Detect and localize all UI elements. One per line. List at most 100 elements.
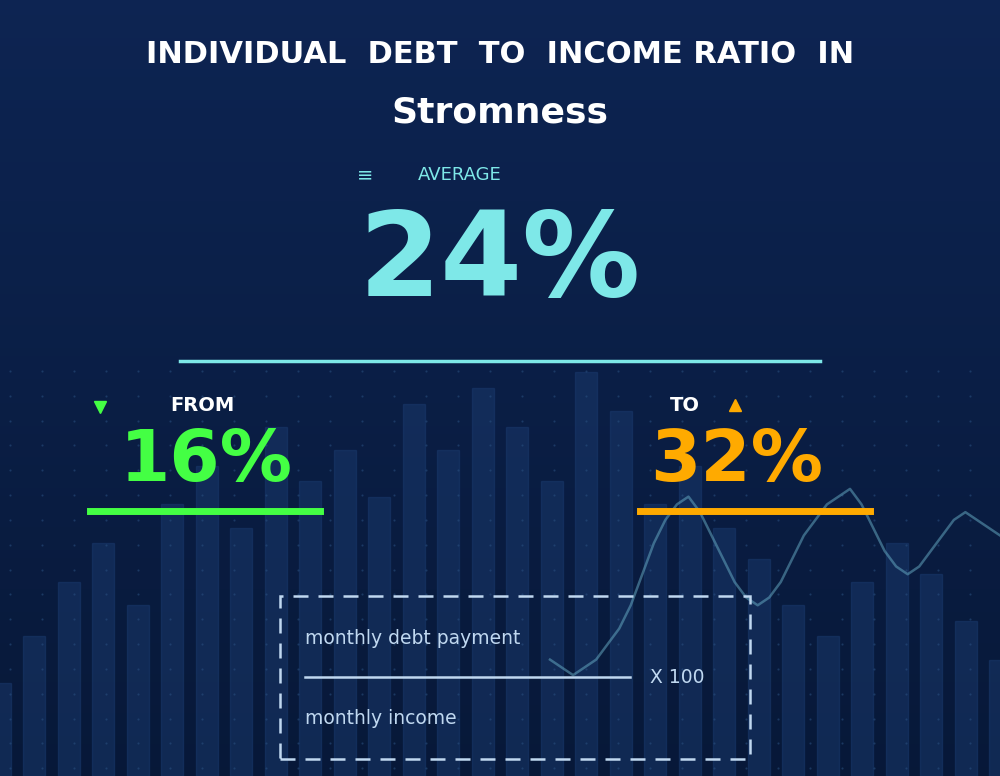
Bar bbox=[0, 706, 1000, 714]
Bar bbox=[0, 163, 1000, 171]
Bar bbox=[0, 698, 1000, 706]
Bar bbox=[782, 605, 804, 776]
Bar bbox=[196, 466, 218, 776]
Bar bbox=[0, 566, 1000, 574]
Bar bbox=[0, 39, 1000, 47]
Bar bbox=[0, 217, 1000, 225]
Bar bbox=[0, 559, 1000, 566]
Bar bbox=[265, 427, 287, 776]
Bar bbox=[0, 326, 1000, 334]
Bar bbox=[0, 171, 1000, 178]
Bar bbox=[92, 543, 114, 776]
Bar bbox=[0, 497, 1000, 504]
Bar bbox=[0, 109, 1000, 116]
Bar bbox=[0, 8, 1000, 16]
Bar bbox=[0, 341, 1000, 349]
Bar bbox=[0, 264, 1000, 272]
Bar bbox=[58, 582, 80, 776]
Bar bbox=[0, 652, 1000, 660]
Bar bbox=[0, 295, 1000, 303]
Bar bbox=[0, 466, 1000, 473]
Text: TO: TO bbox=[670, 397, 700, 415]
Bar bbox=[0, 458, 1000, 466]
Bar bbox=[0, 512, 1000, 520]
Bar bbox=[0, 419, 1000, 427]
Bar bbox=[0, 729, 1000, 737]
Bar bbox=[679, 466, 701, 776]
Bar bbox=[0, 427, 1000, 435]
Bar bbox=[610, 411, 632, 776]
Bar bbox=[0, 629, 1000, 636]
Bar bbox=[0, 753, 1000, 760]
Text: 16%: 16% bbox=[120, 428, 293, 496]
Bar bbox=[230, 528, 252, 776]
Bar bbox=[0, 450, 1000, 458]
Bar bbox=[0, 598, 1000, 605]
Bar bbox=[0, 605, 1000, 613]
Bar bbox=[0, 178, 1000, 186]
Bar bbox=[127, 605, 149, 776]
Bar bbox=[0, 435, 1000, 442]
Bar bbox=[0, 357, 1000, 365]
Bar bbox=[0, 722, 1000, 729]
Bar bbox=[0, 667, 1000, 675]
Bar bbox=[0, 248, 1000, 256]
Bar bbox=[0, 334, 1000, 341]
Bar bbox=[0, 116, 1000, 124]
Bar bbox=[0, 233, 1000, 241]
Text: ≡: ≡ bbox=[357, 165, 373, 184]
Bar bbox=[0, 256, 1000, 264]
Bar bbox=[0, 132, 1000, 140]
Bar bbox=[0, 303, 1000, 310]
Bar bbox=[0, 520, 1000, 528]
Text: AVERAGE: AVERAGE bbox=[418, 165, 502, 184]
Bar bbox=[0, 0, 1000, 8]
Bar bbox=[0, 644, 1000, 652]
Text: 24%: 24% bbox=[359, 206, 641, 321]
Bar bbox=[0, 613, 1000, 621]
Bar bbox=[0, 621, 1000, 629]
Bar bbox=[299, 481, 321, 776]
Bar bbox=[23, 636, 45, 776]
Bar bbox=[0, 396, 1000, 404]
Bar bbox=[0, 70, 1000, 78]
Bar bbox=[0, 365, 1000, 372]
Bar bbox=[0, 473, 1000, 481]
Bar bbox=[0, 504, 1000, 512]
Bar bbox=[0, 768, 1000, 776]
Bar bbox=[0, 582, 1000, 590]
Bar bbox=[0, 411, 1000, 419]
Bar bbox=[0, 388, 1000, 396]
Bar bbox=[0, 194, 1000, 202]
Bar bbox=[886, 543, 908, 776]
Text: monthly income: monthly income bbox=[305, 709, 457, 728]
Bar bbox=[0, 551, 1000, 559]
Bar bbox=[0, 47, 1000, 54]
Bar bbox=[0, 62, 1000, 70]
Bar bbox=[0, 16, 1000, 23]
Bar bbox=[0, 372, 1000, 380]
Bar bbox=[0, 660, 1000, 667]
Bar bbox=[0, 241, 1000, 248]
Bar bbox=[0, 287, 1000, 295]
Bar bbox=[0, 683, 11, 776]
Bar bbox=[955, 621, 977, 776]
Bar bbox=[0, 210, 1000, 217]
Bar bbox=[437, 450, 459, 776]
Bar bbox=[0, 93, 1000, 101]
Bar bbox=[0, 318, 1000, 326]
Bar bbox=[368, 497, 390, 776]
Bar bbox=[0, 380, 1000, 388]
Bar bbox=[403, 404, 425, 776]
Bar bbox=[0, 349, 1000, 357]
Bar bbox=[0, 54, 1000, 62]
Bar bbox=[989, 660, 1000, 776]
Bar bbox=[920, 574, 942, 776]
Bar bbox=[0, 310, 1000, 318]
Text: X 100: X 100 bbox=[650, 668, 704, 687]
Bar bbox=[0, 155, 1000, 163]
Bar bbox=[334, 450, 356, 776]
Bar bbox=[0, 737, 1000, 745]
Bar bbox=[0, 714, 1000, 722]
Bar bbox=[0, 202, 1000, 210]
